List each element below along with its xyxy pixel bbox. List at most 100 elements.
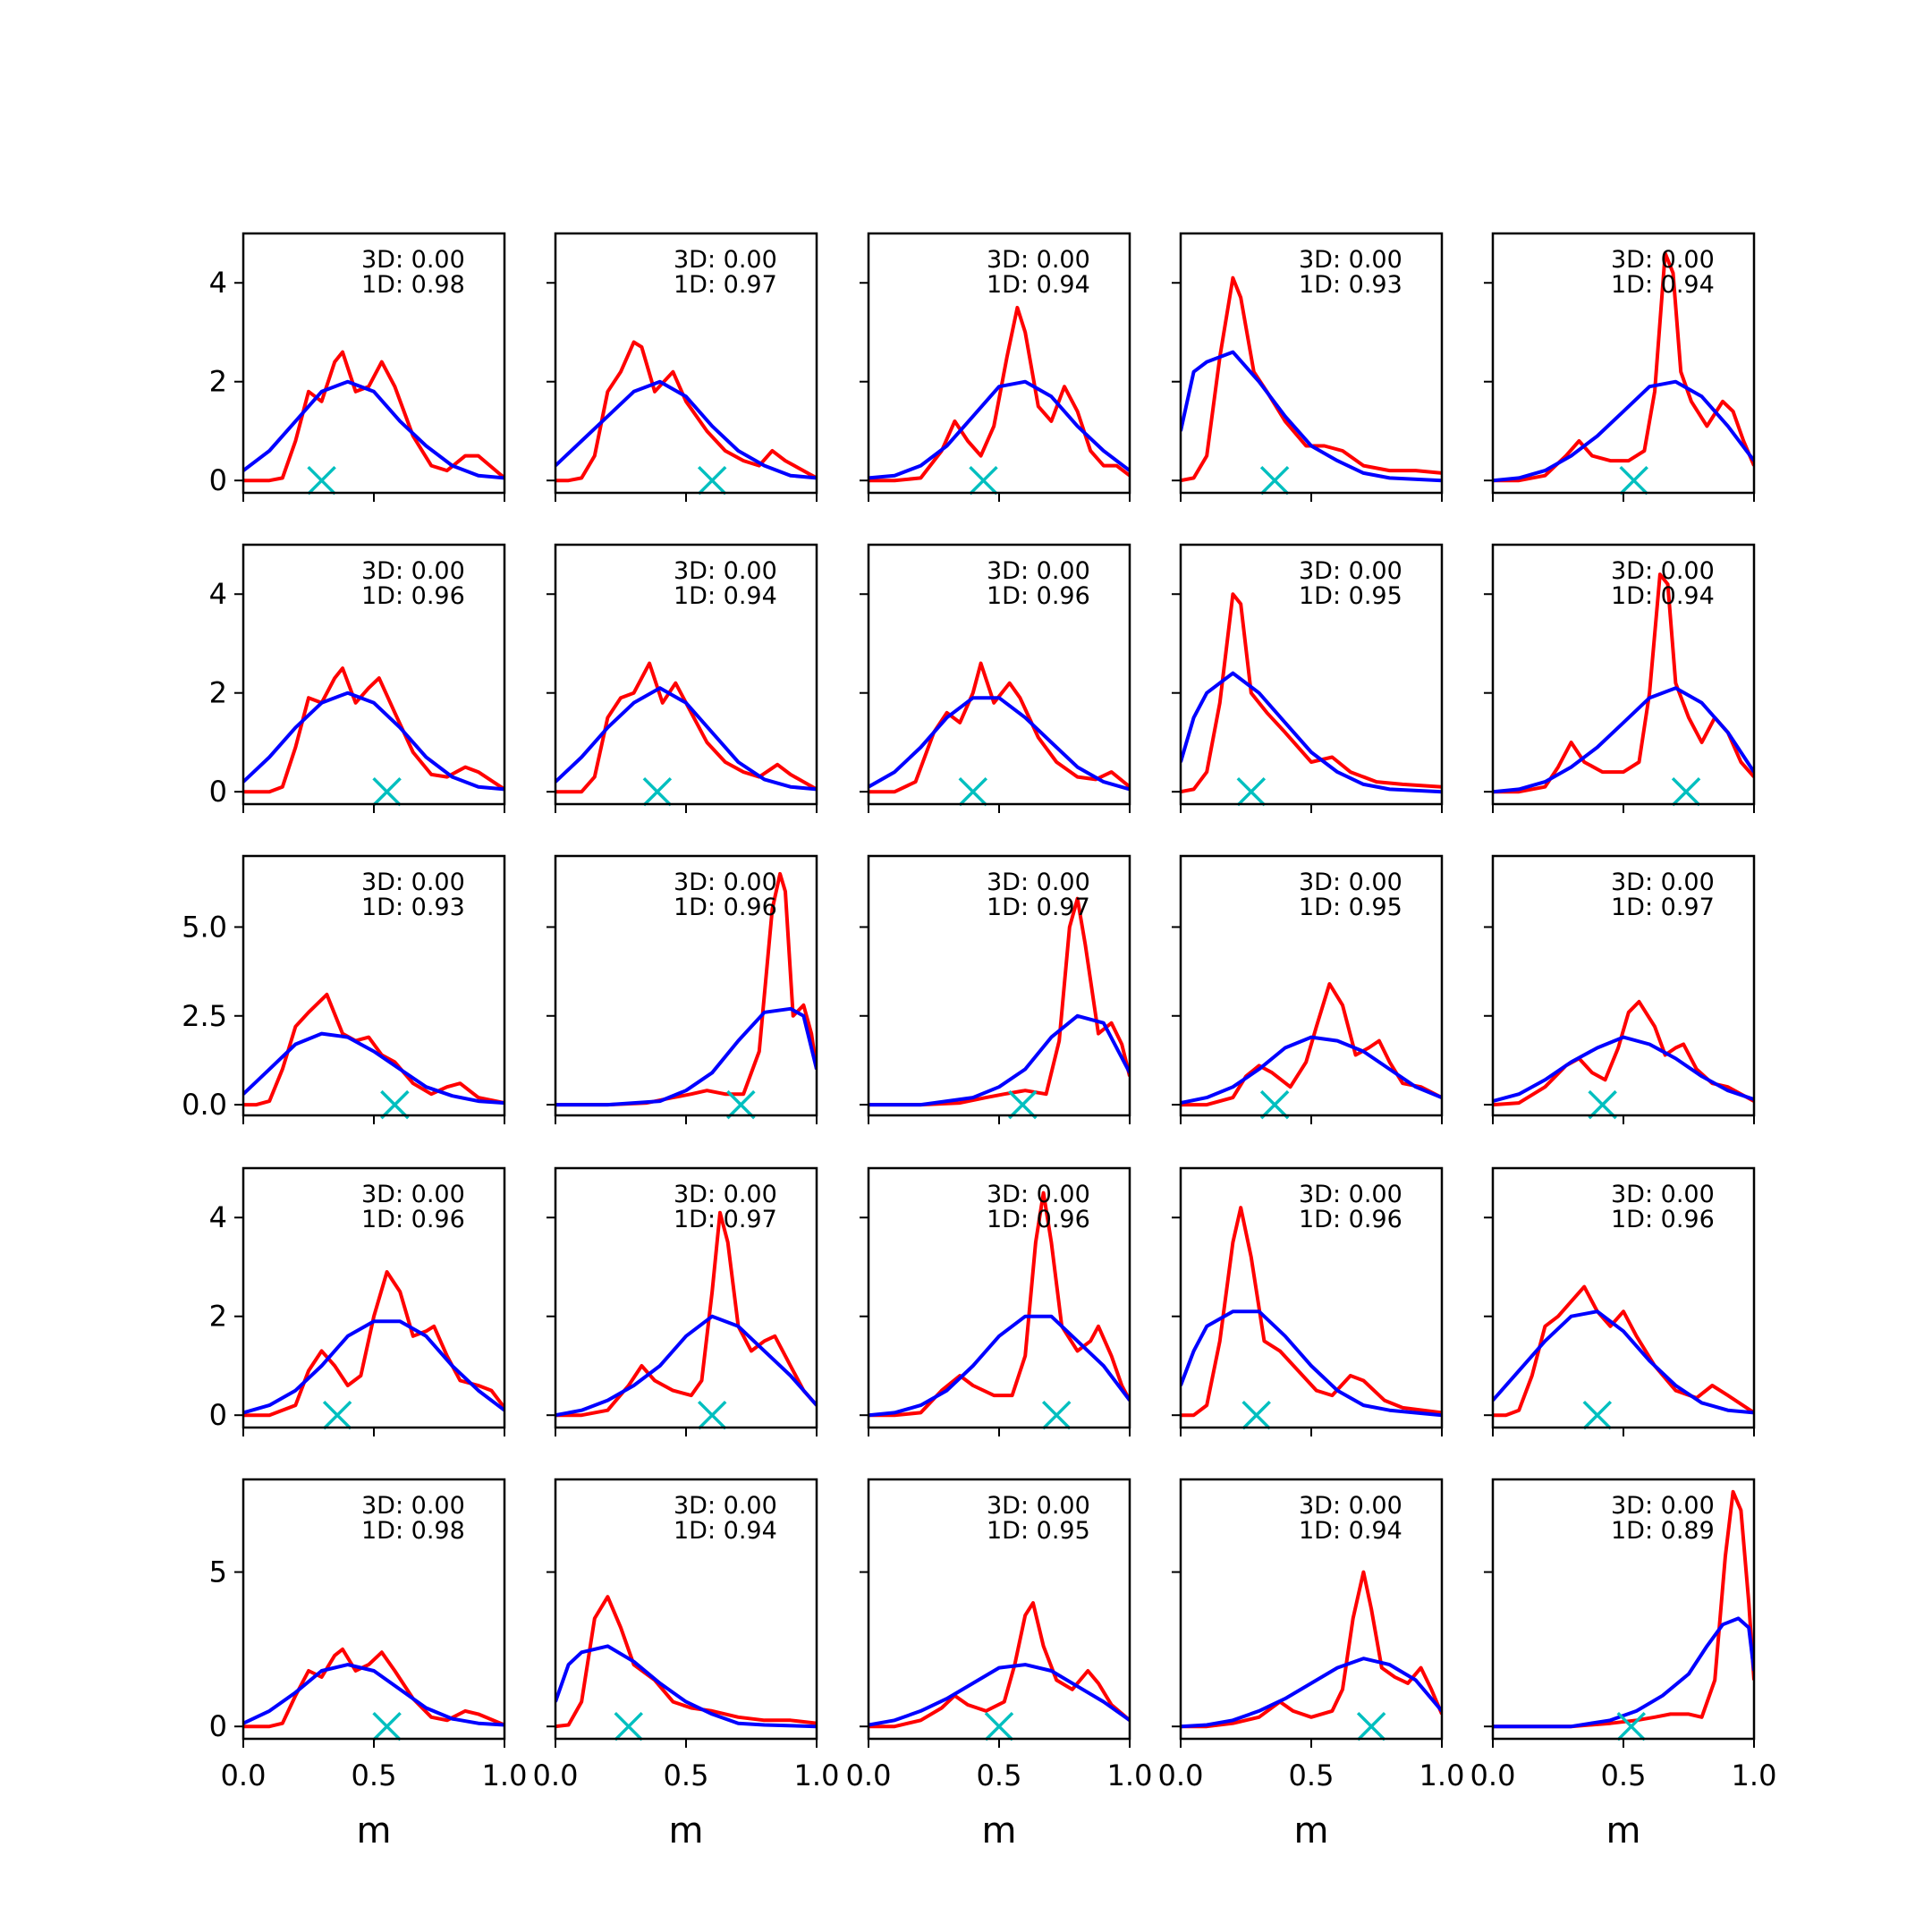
- red-series-line: [1493, 251, 1754, 483]
- red-series-line: [1181, 592, 1442, 794]
- red-series-line: [869, 1191, 1130, 1418]
- x-tick-label: 0.5: [352, 1758, 397, 1792]
- y-tick-label: 4: [209, 577, 227, 611]
- annotation-3d: 3D: 0.00: [987, 1492, 1090, 1520]
- annotation-1d: 1D: 0.94: [1299, 1517, 1402, 1545]
- blue-series-line: [869, 1013, 1130, 1107]
- x-axis-label: m: [1294, 1810, 1329, 1852]
- red-series-line: [869, 1601, 1130, 1729]
- blue-series-line: [555, 1006, 817, 1107]
- y-tick-label: 0: [209, 463, 227, 497]
- x-marker: [642, 776, 673, 807]
- x-marker: [322, 1400, 352, 1430]
- annotation-3d: 3D: 0.00: [674, 869, 777, 896]
- annotation-3d: 3D: 0.00: [1611, 246, 1715, 274]
- red-series-line: [1181, 1570, 1442, 1729]
- x-marker: [1259, 1089, 1290, 1120]
- blue-series-line: [869, 379, 1130, 480]
- x-axis-label: m: [982, 1810, 1017, 1852]
- y-tick-label: 2.5: [182, 999, 227, 1033]
- annotation-1d: 1D: 0.94: [674, 1517, 777, 1545]
- blue-series-line: [555, 1314, 817, 1418]
- annotation-1d: 1D: 0.89: [1611, 1517, 1715, 1545]
- annotation-1d: 1D: 0.95: [1299, 582, 1402, 610]
- x-marker: [614, 1711, 643, 1741]
- x-marker: [1671, 776, 1701, 807]
- annotation-3d: 3D: 0.00: [1299, 1181, 1402, 1208]
- annotation-3d: 3D: 0.00: [987, 869, 1090, 896]
- x-tick-label: 0.0: [221, 1758, 267, 1792]
- red-series-line: [1181, 1206, 1442, 1418]
- x-tick-label: 0.5: [1601, 1758, 1647, 1792]
- blue-series-line: [1493, 1309, 1754, 1415]
- annotation-1d: 1D: 0.97: [674, 271, 777, 299]
- x-marker: [1582, 1400, 1613, 1430]
- x-marker: [372, 1711, 402, 1741]
- blue-series-line: [555, 1644, 817, 1729]
- x-tick-label: 0.5: [1289, 1758, 1335, 1792]
- annotation-3d: 3D: 0.00: [674, 1492, 777, 1520]
- annotation-1d: 1D: 0.98: [361, 1517, 465, 1545]
- y-tick-label: 0: [209, 1398, 227, 1432]
- blue-series-line: [869, 1663, 1130, 1727]
- y-tick-label: 2: [209, 365, 227, 399]
- annotation-3d: 3D: 0.00: [987, 557, 1090, 585]
- annotation-3d: 3D: 0.00: [1611, 1181, 1715, 1208]
- y-tick-label: 5.0: [182, 910, 227, 944]
- x-axis-label: m: [357, 1810, 392, 1852]
- annotation-1d: 1D: 0.93: [1299, 271, 1402, 299]
- x-marker: [697, 1400, 727, 1430]
- x-tick-label: 0.0: [533, 1758, 579, 1792]
- red-series-line: [243, 992, 504, 1107]
- x-marker: [1241, 1400, 1271, 1430]
- y-tick-label: 2: [209, 1300, 227, 1334]
- x-tick-label: 1.0: [482, 1758, 528, 1792]
- annotation-1d: 1D: 0.94: [1611, 582, 1715, 610]
- x-marker: [969, 465, 998, 496]
- annotation-3d: 3D: 0.00: [361, 246, 465, 274]
- y-tick-label: 0: [209, 775, 227, 809]
- x-marker: [1588, 1089, 1617, 1120]
- blue-series-line: [1181, 1657, 1442, 1729]
- x-tick-label: 0.0: [1470, 1758, 1516, 1792]
- x-marker: [1259, 465, 1290, 496]
- annotation-1d: 1D: 0.98: [361, 271, 465, 299]
- red-series-line: [869, 661, 1130, 794]
- blue-series-line: [243, 1031, 504, 1106]
- x-tick-label: 1.0: [794, 1758, 840, 1792]
- x-marker: [1616, 1711, 1646, 1741]
- red-series-line: [243, 350, 504, 483]
- annotation-1d: 1D: 0.96: [361, 582, 465, 610]
- annotation-1d: 1D: 0.97: [1611, 894, 1715, 921]
- x-tick-label: 0.0: [1158, 1758, 1204, 1792]
- annotation-1d: 1D: 0.94: [674, 582, 777, 610]
- blue-series-line: [1181, 350, 1442, 483]
- y-tick-label: 2: [209, 676, 227, 710]
- annotation-1d: 1D: 0.93: [361, 894, 465, 921]
- annotation-1d: 1D: 0.94: [987, 271, 1090, 299]
- blue-series-line: [869, 696, 1130, 792]
- x-marker: [726, 1089, 756, 1120]
- annotation-3d: 3D: 0.00: [1611, 1492, 1715, 1520]
- annotation-1d: 1D: 0.96: [674, 894, 777, 921]
- annotation-1d: 1D: 0.97: [674, 1206, 777, 1233]
- blue-series-line: [1493, 1616, 1754, 1729]
- annotation-3d: 3D: 0.00: [674, 1181, 777, 1208]
- red-series-line: [1493, 1489, 1754, 1729]
- x-axis-label: m: [669, 1810, 704, 1852]
